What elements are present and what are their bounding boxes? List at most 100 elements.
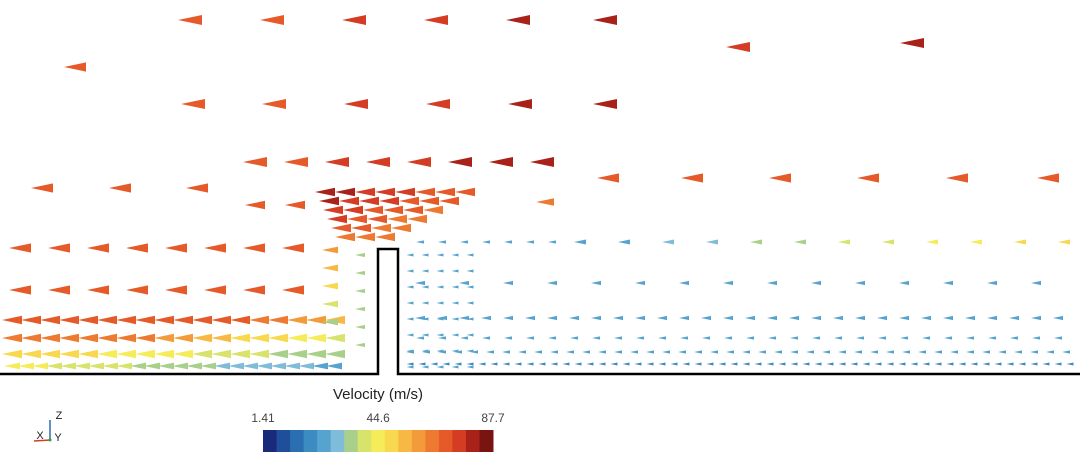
- velocity-vector: [870, 350, 878, 354]
- velocity-vector: [547, 315, 557, 321]
- velocity-vector: [855, 280, 865, 286]
- velocity-vector: [284, 156, 308, 168]
- velocity-vector: [326, 362, 342, 370]
- velocity-vector: [406, 269, 414, 273]
- velocity-vector: [702, 336, 710, 340]
- velocity-vector: [987, 280, 997, 286]
- velocity-vector: [1030, 350, 1038, 354]
- velocity-vector: [878, 336, 886, 340]
- velocity-vector: [48, 285, 70, 295]
- velocity-vector: [646, 362, 654, 366]
- triad-label: X: [36, 430, 44, 442]
- velocity-vector: [46, 362, 62, 370]
- velocity-vector: [439, 196, 459, 206]
- velocity-vector: [97, 333, 117, 343]
- velocity-vector: [723, 315, 733, 321]
- velocity-vector: [754, 362, 762, 366]
- velocity-vector: [742, 362, 750, 366]
- velocity-vector: [506, 14, 530, 26]
- velocity-vector: [421, 365, 429, 369]
- velocity-vector: [766, 362, 774, 366]
- velocity-vector: [470, 350, 478, 354]
- velocity-vector: [448, 156, 472, 168]
- velocity-vector: [407, 214, 427, 224]
- velocity-vector: [550, 362, 558, 366]
- velocity-vector: [211, 333, 231, 343]
- velocity-vector: [116, 349, 136, 359]
- velocity-vector: [403, 205, 423, 215]
- velocity-vector: [1053, 315, 1063, 321]
- velocity-vector: [355, 232, 375, 242]
- velocity-vector: [582, 350, 590, 354]
- velocity-vector: [902, 350, 910, 354]
- velocity-vector: [315, 187, 335, 197]
- velocity-vector: [436, 253, 444, 257]
- velocity-vector: [898, 362, 906, 366]
- velocity-vector: [593, 98, 617, 110]
- velocity-vector: [192, 349, 212, 359]
- velocity-vector: [482, 336, 490, 340]
- velocity-vector: [597, 173, 619, 183]
- velocity-vector: [489, 156, 513, 168]
- velocity-vector: [435, 187, 455, 197]
- velocity-vector: [451, 269, 459, 273]
- velocity-vector: [899, 280, 909, 286]
- velocity-vector: [591, 280, 601, 286]
- velocity-vector: [451, 365, 459, 369]
- velocity-vector: [126, 285, 148, 295]
- velocity-vector: [934, 350, 942, 354]
- velocity-vector: [534, 350, 542, 354]
- velocity-vector: [421, 269, 429, 273]
- colorbar: 1.41 44.6 87.7: [251, 411, 505, 452]
- velocity-vector: [774, 350, 782, 354]
- colorbar-swatch: [479, 430, 494, 452]
- velocity-vector: [591, 315, 601, 321]
- velocity-vector: [1018, 362, 1026, 366]
- velocity-vector: [466, 285, 474, 289]
- velocity-vector: [342, 14, 366, 26]
- velocity-vector: [966, 350, 974, 354]
- velocity-vector: [419, 196, 439, 206]
- velocity-vector: [459, 315, 469, 321]
- velocity-vector: [718, 362, 726, 366]
- colorbar-swatch: [330, 430, 345, 452]
- velocity-vector: [9, 243, 31, 253]
- velocity-vector: [97, 315, 117, 325]
- velocity-vector: [335, 187, 355, 197]
- velocity-vector: [21, 333, 41, 343]
- velocity-vector: [886, 362, 894, 366]
- velocity-vector: [331, 223, 351, 233]
- colorbar-swatch: [317, 430, 332, 452]
- velocity-vector: [769, 173, 791, 183]
- velocity-vector: [228, 362, 244, 370]
- velocity-vector: [794, 239, 806, 245]
- velocity-vector: [421, 333, 429, 337]
- velocity-vector: [426, 98, 450, 110]
- velocity-vector: [943, 280, 953, 286]
- velocity-vector: [415, 315, 425, 321]
- velocity-vector: [745, 315, 755, 321]
- velocity-vector: [834, 336, 842, 340]
- velocity-vector: [438, 240, 446, 244]
- velocity-vector: [822, 350, 830, 354]
- velocity-vector: [910, 362, 918, 366]
- velocity-vector: [406, 285, 414, 289]
- velocity-vector: [478, 362, 486, 366]
- velocity-vector: [260, 14, 284, 26]
- velocity-vector: [59, 315, 79, 325]
- velocity-vector: [742, 350, 750, 354]
- velocity-vector: [60, 362, 76, 370]
- colorbar-swatch: [465, 430, 480, 452]
- velocity-vector: [934, 362, 942, 366]
- velocity-vector: [355, 288, 365, 294]
- velocity-vector: [135, 333, 155, 343]
- velocity-vector: [421, 317, 429, 321]
- velocity-vector: [355, 324, 365, 330]
- velocity-vector: [790, 362, 798, 366]
- velocity-vector: [322, 282, 338, 290]
- velocity-vector: [833, 315, 843, 321]
- velocity-vector: [416, 240, 424, 244]
- velocity-vector: [874, 362, 882, 366]
- velocity-vector: [574, 239, 586, 245]
